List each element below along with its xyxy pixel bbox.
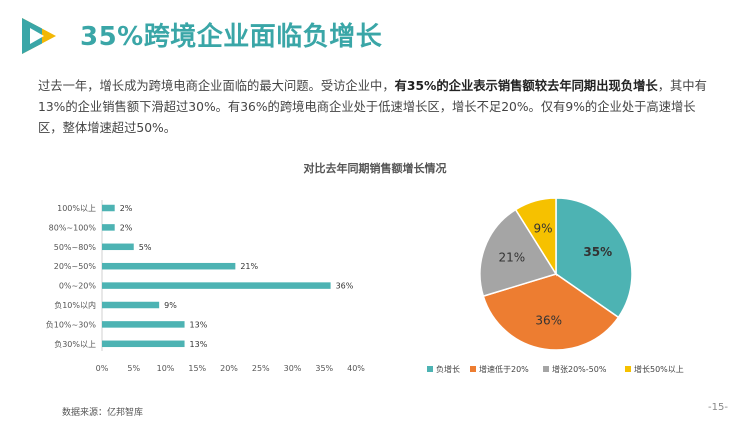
x-tick-label: 0% xyxy=(96,364,109,373)
pie-value-label: 35% xyxy=(583,245,612,259)
bar xyxy=(102,301,160,309)
bar xyxy=(102,243,134,251)
y-tick-label: 0%~20% xyxy=(59,282,97,291)
x-tick-label: 30% xyxy=(284,364,302,373)
y-tick-label: 负30%以上 xyxy=(54,339,96,349)
legend-label: 增张20%-50% xyxy=(552,364,607,374)
pie-slice xyxy=(479,208,558,298)
page-number: -15- xyxy=(708,402,728,413)
data-source: 数据来源：亿邦智库 xyxy=(62,408,144,418)
legend-swatch xyxy=(470,366,476,372)
x-tick-label: 5% xyxy=(127,364,140,373)
bar-value-label: 21% xyxy=(240,262,258,271)
page-title: 35%跨境企业面临负增长 xyxy=(80,22,383,52)
y-tick-label: 20%~50% xyxy=(54,262,97,271)
x-tick-label: 25% xyxy=(252,364,270,373)
x-tick-label: 15% xyxy=(188,364,206,373)
bar xyxy=(102,204,115,212)
x-tick-label: 35% xyxy=(315,364,333,373)
legend-label: 增速低于20% xyxy=(479,364,529,374)
legend-swatch xyxy=(543,366,549,372)
intro-paragraph: 过去一年，增长成为跨境电商企业面临的最大问题。受访企业中，有35%的企业表示销售… xyxy=(38,76,718,139)
bar xyxy=(102,262,236,270)
bar-value-label: 9% xyxy=(164,301,177,310)
bar-value-label: 2% xyxy=(120,204,133,213)
bar-value-label: 13% xyxy=(190,340,208,349)
bar xyxy=(102,321,185,328)
pie-slice xyxy=(482,273,620,351)
bar xyxy=(102,224,115,231)
pie-slice xyxy=(514,197,557,277)
y-tick-label: 80%~100% xyxy=(49,223,97,232)
bar-value-label: 5% xyxy=(139,243,152,252)
y-tick-label: 负10%~30% xyxy=(46,319,97,329)
x-tick-label: 40% xyxy=(347,364,365,373)
bar xyxy=(102,282,331,289)
bar-value-label: 13% xyxy=(190,320,208,329)
pie-value-label: 9% xyxy=(533,222,552,236)
y-tick-label: 50%~80% xyxy=(54,243,97,252)
brand-logo-icon xyxy=(22,18,56,54)
intro-text-highlight: 有35%的企业表示销售额较去年同期出现负增长 xyxy=(394,79,658,93)
legend-label: 负增长 xyxy=(436,364,460,374)
bar-value-label: 36% xyxy=(336,282,354,291)
pie-value-label: 21% xyxy=(499,251,526,265)
pie-slice xyxy=(555,197,633,319)
chart-title: 对比去年同期销售额增长情况 xyxy=(303,162,447,175)
legend-swatch xyxy=(427,366,433,372)
bar-value-label: 2% xyxy=(120,223,133,232)
intro-text-1: 过去一年，增长成为跨境电商企业面临的最大问题。受访企业中， xyxy=(38,79,395,93)
legend-swatch xyxy=(625,366,631,372)
legend-label: 增长50%以上 xyxy=(634,364,684,374)
y-tick-label: 负10%以内 xyxy=(54,300,96,310)
intro-text-2: ，其中有13%的企业销售额下滑超过30%。有36%的跨境电商企业处于低速增长区，… xyxy=(38,79,707,135)
x-tick-label: 20% xyxy=(220,364,238,373)
pie-value-label: 36% xyxy=(535,314,562,328)
bar xyxy=(102,340,185,348)
x-tick-label: 10% xyxy=(157,364,175,373)
y-tick-label: 100%以上 xyxy=(57,204,96,213)
